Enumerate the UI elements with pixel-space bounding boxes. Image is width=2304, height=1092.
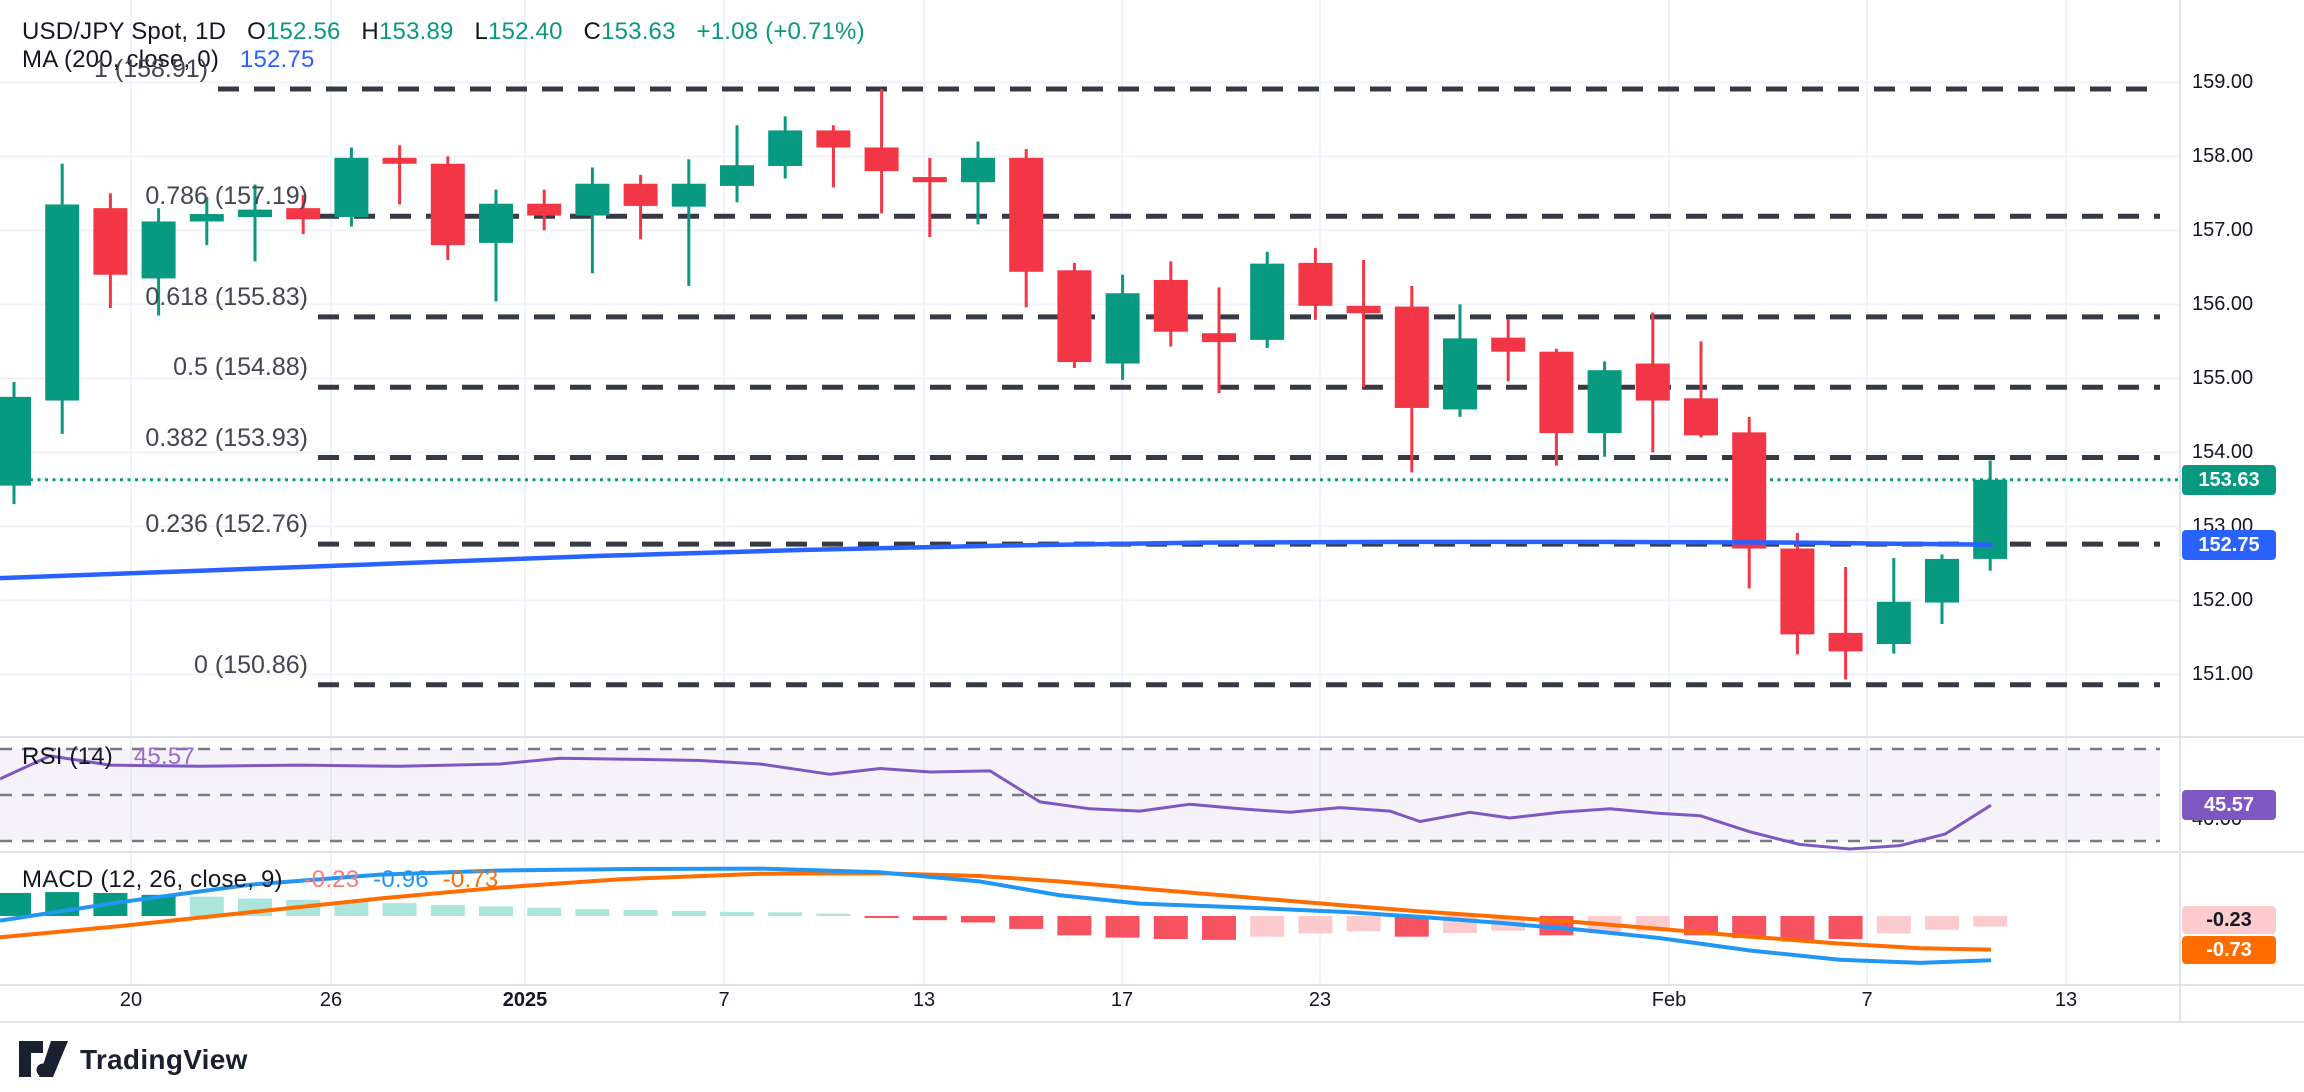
time-axis-label: 17 (1110, 989, 1134, 1011)
price-axis-label: 158.00 (2192, 145, 2254, 168)
time-axis-label: Feb (1651, 989, 1687, 1011)
high-value: 153.89 (378, 18, 454, 45)
tradingview-logo-text: TradingView (80, 1044, 248, 1075)
tradingview-logo-icon (19, 1041, 68, 1077)
fib-retracement-lines (218, 86, 2160, 688)
fib-level-label: 0.786 (157.19) (145, 182, 308, 211)
fib-level-label: 0.382 (153.93) (145, 423, 308, 452)
time-axis-label: 2025 (502, 989, 548, 1011)
price-axis-label: 151.00 (2192, 663, 2254, 686)
ma200-line (0, 539, 1994, 581)
ma-price-badge: 152.75 (2182, 530, 2276, 560)
time-axis-label: 23 (1308, 989, 1332, 1011)
ma-label: MA (200, close, 0) (22, 46, 220, 73)
macd-signal-line (0, 871, 1992, 952)
open-label: O (247, 18, 266, 45)
fib-level-label: 0.618 (155.83) (145, 282, 308, 311)
high-label: H (361, 18, 379, 45)
rsi-value: 45.57 (133, 743, 195, 770)
close-label: C (583, 18, 602, 45)
fib-level-label: 0 (150.86) (194, 650, 308, 679)
close-value: 153.63 (601, 18, 676, 45)
candle-bodies (0, 130, 2008, 652)
last-price-badge: 153.63 (2182, 465, 2276, 495)
open-value: 152.56 (265, 18, 341, 45)
macd-signal-badge: -0.73 (2182, 936, 2276, 964)
macd-signal-value: -0.73 (442, 866, 499, 893)
macd-legend[interactable]: MACD (12, 26, close, 9) -0.23 -0.96 -0.7… (22, 866, 498, 894)
price-axis-label: 152.00 (2192, 589, 2254, 612)
price-axis-label: 156.00 (2192, 293, 2254, 316)
rsi-value-badge: 45.57 (2182, 790, 2276, 820)
low-value: 152.40 (488, 18, 563, 45)
time-axis-label: 13 (2054, 989, 2078, 1011)
fib-level-label: 0.5 (154.88) (173, 353, 308, 382)
macd-hist-value: -0.23 (303, 866, 360, 893)
price-axis-label: 155.00 (2192, 367, 2254, 390)
macd-line-value: -0.96 (373, 866, 429, 893)
candle-wicks (12, 89, 1992, 680)
price-axis-label: 154.00 (2192, 441, 2254, 464)
price-axis-label: 159.00 (2192, 71, 2254, 94)
rsi-line (0, 754, 1992, 851)
fib-level-label: 0.236 (152.76) (145, 510, 308, 539)
symbol-legend[interactable]: USD/JPY Spot, 1D O152.56 H153.89 L152.40… (22, 18, 865, 46)
tradingview-logo[interactable]: TradingView (18, 1040, 248, 1080)
rsi-legend[interactable]: RSI (14) 45.57 (22, 743, 195, 771)
ma-legend[interactable]: MA (200, close, 0) 152.75 (22, 46, 315, 74)
rsi-levels (0, 747, 2160, 843)
time-axis-label: 20 (119, 989, 143, 1011)
macd-label: MACD (12, 26, close, 9) (22, 866, 283, 893)
ma-value: 152.75 (239, 46, 315, 73)
time-axis-label: 7 (718, 989, 730, 1011)
macd-line (0, 866, 1992, 965)
macd-hist-badge: -0.23 (2182, 906, 2276, 934)
change-value: +1.08 (+0.71%) (696, 18, 865, 45)
symbol-title: USD/JPY Spot, 1D (22, 18, 227, 45)
pane-separators (0, 736, 2304, 1023)
fib-level-label: 1 (158.91) (94, 55, 208, 83)
rsi-label: RSI (14) (22, 743, 113, 770)
time-axis-label: 7 (1861, 989, 1873, 1011)
price-axis-label: 157.00 (2192, 219, 2254, 242)
low-label: L (474, 18, 489, 45)
time-axis-label: 26 (319, 989, 343, 1011)
time-axis-label: 13 (912, 989, 936, 1011)
